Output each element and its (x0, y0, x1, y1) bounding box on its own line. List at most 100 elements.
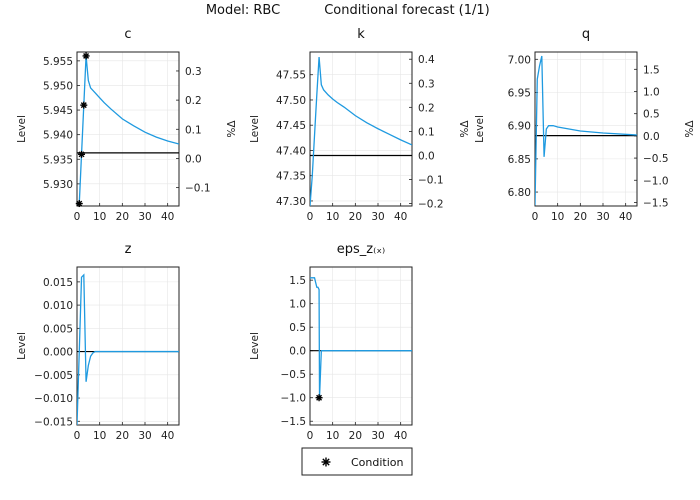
panel-title: c (124, 27, 131, 42)
series-line (310, 56, 412, 206)
y-tick-label: 0.015 (43, 277, 73, 289)
y-tick-label: −0.5 (281, 369, 307, 381)
y-axis-label: Level (16, 115, 28, 143)
y-tick-label: 5.950 (43, 80, 73, 92)
plot-frame (309, 266, 413, 426)
y-tick-label: 1.0 (289, 299, 306, 311)
y-tick-label: −1.5 (281, 416, 307, 428)
legend-star-stroke (322, 458, 330, 466)
y2-tick-label: 0.1 (185, 124, 202, 136)
condition-marker (78, 150, 86, 158)
y-tick-label: 47.40 (276, 145, 306, 157)
y2-tick-label: 0.2 (185, 95, 202, 107)
x-tick-label: 0 (307, 211, 314, 223)
series-line (77, 273, 179, 425)
y-tick-label: 47.45 (276, 120, 306, 132)
y2-tick-label: −1.0 (643, 175, 669, 187)
x-tick-label: 20 (574, 211, 587, 223)
plot-frame (309, 51, 413, 207)
y-tick-label: 5.940 (43, 130, 73, 142)
x-tick-label: 20 (349, 430, 362, 442)
y2-tick-label: 0.0 (418, 150, 435, 162)
panel-title: q (582, 27, 590, 42)
legend-condition-marker (321, 457, 331, 467)
x-tick-label: 20 (116, 211, 129, 223)
y-tick-label: 5.955 (43, 56, 73, 68)
x-tick-label: 40 (394, 430, 407, 442)
panel-title: k (357, 27, 365, 42)
y-tick-label: 47.55 (276, 70, 306, 82)
x-tick-label: 30 (596, 211, 609, 223)
y-tick-label: 0.010 (43, 300, 73, 312)
y2-tick-label: 0.3 (418, 78, 435, 90)
x-tick-label: 40 (394, 211, 407, 223)
y-tick-label: 47.50 (276, 95, 306, 107)
x-tick-label: 10 (93, 430, 106, 442)
legend-condition-label: Condition (351, 456, 404, 469)
series-line (535, 55, 637, 206)
series-line (77, 55, 179, 205)
y2-tick-label: 0.0 (643, 131, 660, 143)
panel-k: k 0 10 20 30 40 47.30 47.35 47.40 47.45 47.50 47.55… (249, 27, 471, 223)
y2-tick-label: 0.0 (185, 153, 202, 165)
x-tick-label: 40 (161, 430, 174, 442)
x-tick-label: 0 (74, 211, 81, 223)
y-tick-label: 6.85 (508, 154, 531, 166)
legend-box (301, 447, 413, 476)
y-tick-label: 5.945 (43, 105, 73, 117)
y-axis-label: Level (249, 332, 261, 360)
y-tick-label: 6.90 (508, 121, 531, 133)
y-tick-label: 0.000 (43, 347, 73, 359)
x-tick-label: 40 (619, 211, 632, 223)
y2-tick-label: 1.5 (643, 64, 660, 76)
plot-frame (76, 51, 180, 207)
y-tick-label: 5.930 (43, 179, 73, 191)
y-tick-label: 7.00 (508, 54, 531, 66)
y-tick-label: 0.0 (289, 346, 306, 358)
condition-marker-stroke (83, 52, 90, 59)
y2-axis-label: %Δ (684, 120, 696, 138)
x-tick-label: 10 (326, 211, 339, 223)
x-tick-label: 30 (138, 211, 151, 223)
plot-frame (534, 51, 638, 207)
y-tick-label: 5.935 (43, 154, 73, 166)
y-tick-label: 47.30 (276, 196, 306, 208)
plot-frame (76, 266, 180, 426)
x-tick-label: 40 (161, 211, 174, 223)
figure-title-main: Conditional forecast (1/1) (324, 3, 490, 18)
panel-c: c 0 10 20 30 40 5.930 5.935 5.940 5.945 5.950 5.955… (16, 27, 238, 223)
x-tick-label: 0 (532, 211, 539, 223)
condition-marker-stroke (78, 151, 85, 158)
x-tick-label: 30 (371, 211, 384, 223)
y2-tick-label: −0.1 (185, 183, 211, 195)
x-tick-label: 30 (138, 430, 151, 442)
y-tick-label: −0.015 (34, 416, 73, 428)
y2-axis-label: %Δ (226, 120, 238, 138)
y-tick-label: −1.0 (281, 393, 307, 405)
x-tick-label: 0 (74, 430, 81, 442)
y2-tick-label: 0.1 (418, 126, 435, 138)
y2-tick-label: −0.1 (418, 175, 444, 187)
y2-tick-label: −1.5 (643, 197, 669, 209)
condition-marker-stroke (316, 394, 323, 401)
y-tick-label: 6.95 (508, 87, 531, 99)
figure-title-model: Model: RBC (206, 3, 280, 18)
y2-tick-label: 0.4 (418, 54, 435, 66)
y2-tick-label: −0.2 (418, 199, 444, 211)
condition-marker (75, 200, 83, 208)
x-tick-label: 10 (326, 430, 339, 442)
panel-z: z 0 10 20 30 40 −0.015 −0.010 −0.005 0.000 0.005 0.… (16, 242, 180, 442)
condition-marker (80, 101, 88, 109)
y2-tick-label: 0.5 (643, 109, 660, 121)
panel-title: eps_z₍ₓ₎ (337, 242, 386, 257)
y-axis-label: Level (249, 115, 261, 143)
condition-marker (82, 52, 90, 60)
y2-tick-label: 0.2 (418, 102, 435, 114)
y-tick-label: 47.35 (276, 171, 306, 183)
panel-title: z (125, 242, 132, 257)
y-axis-label: Level (474, 115, 486, 143)
y-tick-label: −0.005 (34, 370, 73, 382)
y-tick-label: −0.010 (34, 393, 73, 405)
legend: Condition (301, 447, 413, 476)
